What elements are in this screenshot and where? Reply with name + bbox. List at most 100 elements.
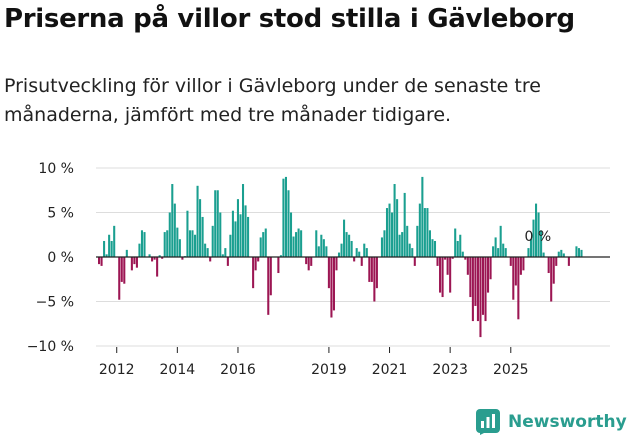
bar bbox=[527, 248, 530, 257]
bar bbox=[199, 199, 202, 257]
bar bbox=[494, 237, 497, 257]
bar bbox=[188, 230, 192, 257]
bar bbox=[474, 257, 477, 306]
bar bbox=[393, 184, 396, 257]
bar bbox=[231, 210, 234, 257]
bar bbox=[406, 225, 409, 257]
bar bbox=[300, 230, 303, 257]
bar bbox=[229, 234, 232, 257]
bar bbox=[343, 219, 346, 257]
bar bbox=[206, 248, 209, 257]
bar bbox=[100, 257, 103, 266]
bar bbox=[469, 257, 472, 298]
bar bbox=[360, 257, 363, 266]
bar bbox=[315, 230, 318, 257]
bar bbox=[284, 176, 287, 257]
y-tick-label: 10 % bbox=[38, 161, 74, 177]
bar bbox=[193, 234, 197, 257]
bar bbox=[547, 257, 550, 274]
bar bbox=[332, 257, 335, 311]
bar bbox=[340, 243, 343, 257]
latest-value-annotation: 0 % bbox=[525, 229, 552, 245]
bar bbox=[176, 227, 179, 257]
bar bbox=[383, 230, 386, 257]
newsworthy-logo-icon bbox=[476, 409, 500, 435]
bar bbox=[105, 254, 108, 257]
bar bbox=[103, 240, 106, 257]
grid-lines bbox=[96, 167, 610, 347]
bar bbox=[226, 257, 229, 266]
bar bbox=[345, 232, 348, 257]
bars bbox=[98, 176, 583, 338]
bar bbox=[196, 185, 199, 257]
bar bbox=[118, 257, 121, 300]
bar bbox=[219, 212, 222, 257]
bar bbox=[353, 257, 356, 262]
bar bbox=[163, 232, 166, 257]
bar bbox=[514, 257, 517, 286]
bar bbox=[211, 225, 214, 257]
bar bbox=[358, 251, 361, 257]
brand-name: Newsworthy bbox=[508, 412, 627, 432]
bar bbox=[373, 257, 376, 302]
bar bbox=[532, 219, 535, 257]
y-tick-label: 0 % bbox=[47, 250, 74, 266]
x-tick-label: 2021 bbox=[372, 362, 408, 378]
bar bbox=[201, 216, 204, 257]
bar bbox=[330, 257, 333, 318]
bar bbox=[209, 257, 212, 262]
bar bbox=[287, 190, 290, 257]
bar bbox=[133, 257, 136, 265]
bar bbox=[502, 243, 505, 257]
bar bbox=[254, 257, 257, 271]
bar bbox=[123, 257, 126, 284]
bar bbox=[439, 257, 442, 293]
bar bbox=[325, 246, 328, 257]
bar bbox=[158, 255, 161, 257]
x-tick-label: 2014 bbox=[160, 362, 196, 378]
bar bbox=[398, 234, 401, 257]
bar bbox=[244, 205, 247, 257]
bar bbox=[519, 257, 522, 275]
bar bbox=[236, 199, 239, 257]
bar bbox=[451, 257, 454, 259]
bar bbox=[479, 257, 482, 338]
bar bbox=[241, 184, 245, 257]
bar bbox=[464, 257, 467, 260]
bar bbox=[580, 249, 583, 257]
x-tick-label: 2023 bbox=[432, 362, 468, 378]
bar bbox=[509, 257, 512, 266]
bar bbox=[497, 248, 500, 257]
bar bbox=[411, 248, 414, 257]
bar bbox=[446, 257, 449, 275]
bar bbox=[535, 203, 538, 257]
bar bbox=[403, 192, 406, 257]
bar bbox=[456, 240, 459, 257]
bar bbox=[282, 178, 285, 257]
bar bbox=[466, 257, 469, 275]
bar bbox=[355, 248, 358, 257]
bar bbox=[416, 225, 419, 257]
x-tick-label: 2019 bbox=[311, 362, 347, 378]
bar bbox=[214, 190, 217, 257]
bar bbox=[481, 257, 485, 315]
bar bbox=[380, 237, 383, 257]
bar bbox=[168, 212, 171, 257]
bar bbox=[310, 257, 313, 266]
bar bbox=[216, 190, 219, 257]
bar bbox=[484, 257, 487, 322]
bar bbox=[317, 246, 320, 257]
bar bbox=[368, 257, 371, 282]
bar bbox=[348, 234, 351, 257]
x-tick-label: 2016 bbox=[220, 362, 256, 378]
bar bbox=[148, 254, 151, 257]
bar bbox=[454, 228, 457, 257]
bar bbox=[337, 252, 341, 257]
bar bbox=[113, 225, 116, 257]
bar bbox=[335, 257, 338, 271]
bar bbox=[247, 216, 250, 257]
bar bbox=[436, 257, 439, 266]
bar bbox=[257, 257, 260, 262]
bar bbox=[504, 248, 507, 257]
bar bbox=[408, 243, 411, 257]
